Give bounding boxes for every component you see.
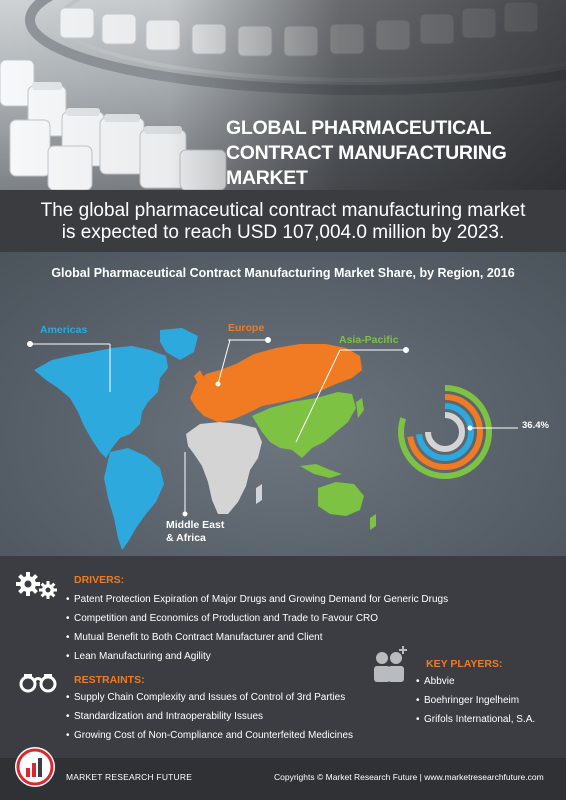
list-item: • Lean Manufacturing and Agility — [66, 651, 211, 662]
world-map — [27, 328, 518, 550]
map-region-europe-uk — [194, 370, 204, 384]
gears-icon — [16, 572, 57, 599]
region-label-mea: Middle East & Africa — [166, 519, 224, 545]
share-value-label: 36.4% — [522, 420, 549, 431]
region-label-americas: Americas — [40, 324, 88, 336]
map-region-mea-madagascar — [256, 484, 262, 504]
page-title: GLOBAL PHARMACEUTICAL CONTRACT MANUFACTU… — [226, 116, 556, 190]
region-label-europe: Europe — [228, 322, 265, 334]
mrfr-logo-icon — [15, 747, 55, 787]
summary-text: The global pharmaceutical contract manuf… — [20, 200, 546, 244]
restraints-heading: RESTRAINTS: — [74, 674, 145, 686]
hero-banner: GLOBAL PHARMACEUTICAL CONTRACT MANUFACTU… — [0, 0, 566, 190]
footer-brand: MARKET RESEARCH FUTURE — [66, 772, 193, 782]
summary-line-2: is expected to reach USD 107,004.0 milli… — [61, 222, 505, 243]
key-players-list: • Abbvie • Boehringer Ingelheim • Grifols I… — [416, 672, 535, 729]
list-item: • Mutual Benefit to Both Contract Manufac… — [66, 632, 323, 643]
region-share-rings — [398, 385, 492, 479]
drivers-heading: DRIVERS: — [74, 574, 125, 586]
map-region-apac-indonesia — [300, 464, 342, 478]
drivers-list: • Patent Protection Expiration of Major D… — [66, 590, 448, 666]
key-players-heading: KEY PLAYERS: — [426, 658, 503, 670]
region-label-mea-line-2: & Africa — [166, 532, 206, 544]
map-region-americas-south — [104, 448, 164, 550]
region-label-mea-line-1: Middle East — [166, 519, 225, 531]
map-title: Global Pharmaceutical Contract Manufactu… — [51, 266, 515, 280]
map-region-apac-nz — [370, 514, 376, 530]
list-item: • Patent Protection Expiration of Major D… — [66, 594, 449, 605]
page-title-line-2: CONTRACT MANUFACTURING MARKET — [226, 142, 507, 189]
map-region-americas-north — [34, 346, 168, 458]
map-region-mea — [186, 422, 262, 514]
list-item: • Abbvie — [416, 676, 455, 687]
page-title-line-1: GLOBAL PHARMACEUTICAL — [226, 117, 492, 139]
map-region-apac-australia — [318, 482, 364, 516]
list-item: • Boehringer Ingelheim — [416, 695, 520, 706]
region-share-section: Global Pharmaceutical Contract Manufactu… — [0, 252, 566, 556]
factors-section: DRIVERS: • Patent Protection Expiration o… — [0, 556, 566, 764]
summary-line-1: The global pharmaceutical contract manuf… — [40, 200, 526, 221]
list-item: • Grifols International, S.A. — [416, 714, 536, 725]
map-region-americas-greenland — [160, 328, 198, 360]
footer-copyright: Copyrights © Market Research Future | ww… — [274, 772, 544, 782]
list-item: • Competition and Economics of Production… — [66, 613, 379, 624]
footer: MARKET RESEARCH FUTURE Copyrights © Mark… — [0, 758, 566, 800]
hero-shade — [0, 0, 566, 190]
list-item: • Standardization and Intraoperability Is… — [66, 711, 264, 722]
list-item: • Growing Cost of Non-Compliance and Coun… — [66, 730, 354, 741]
region-label-apac: Asia-Pacific — [339, 334, 399, 346]
map-region-apac-japan — [356, 398, 364, 418]
map-region-europe — [190, 344, 362, 422]
list-item: • Supply Chain Complexity and Issues of C… — [66, 692, 346, 703]
group-add-icon — [374, 646, 407, 682]
restraints-list: • Supply Chain Complexity and Issues of C… — [66, 688, 353, 745]
handcuffs-icon — [19, 674, 57, 693]
summary-band: The global pharmaceutical contract manuf… — [0, 190, 566, 252]
